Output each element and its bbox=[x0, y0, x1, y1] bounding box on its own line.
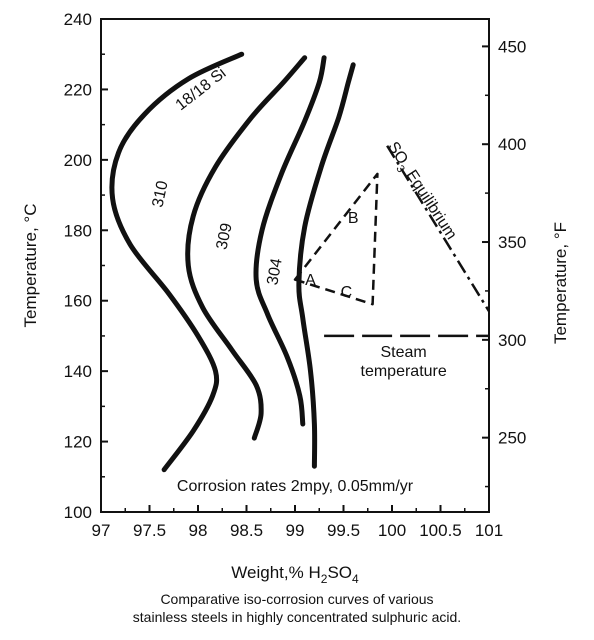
x-tick-label-97-5: 97.5 bbox=[133, 521, 166, 540]
y-tick-label-120: 120 bbox=[64, 433, 92, 452]
steam-label-line-2: temperature bbox=[361, 363, 447, 380]
steam-label-line-1: Steam bbox=[381, 344, 427, 361]
x-tick-label-101: 101 bbox=[475, 521, 503, 540]
x-tick-label-97: 97 bbox=[92, 521, 111, 540]
axes-group: 100 120 140 160 180 200 220 240 97 97.5 98 98.5 99 99… bbox=[64, 10, 527, 540]
y-tick-label-100: 100 bbox=[64, 503, 92, 522]
vertex-label-c: C bbox=[341, 284, 353, 301]
so3-equilibrium-label: SO3 Equilibrium bbox=[381, 139, 460, 245]
x-tick-label-100-5: 100.5 bbox=[419, 521, 462, 540]
triangle-abc bbox=[293, 172, 379, 306]
y-tick-label-220: 220 bbox=[64, 80, 92, 99]
x-tick-label-98-5: 98.5 bbox=[230, 521, 263, 540]
vertex-label-b: B bbox=[348, 210, 359, 227]
curve-309 bbox=[253, 55, 327, 427]
corrosion-rate-note: Corrosion rates 2mpy, 0.05mm/yr bbox=[177, 478, 414, 495]
x-tick-label-99: 99 bbox=[286, 521, 305, 540]
y2-tick-label-400: 400 bbox=[498, 135, 526, 154]
overlays-group bbox=[293, 145, 491, 338]
caption-line-1: Comparative iso-corrosion curves of vari… bbox=[160, 591, 434, 607]
so3-equilibrium-line bbox=[386, 145, 491, 312]
x-tick-label-98: 98 bbox=[189, 521, 208, 540]
curve-label-309: 309 bbox=[214, 221, 236, 251]
y-tick-label-160: 160 bbox=[64, 292, 92, 311]
y-tick-label-180: 180 bbox=[64, 221, 92, 240]
y-axis-title-left: Temperature, °C bbox=[21, 204, 40, 328]
y-tick-label-200: 200 bbox=[64, 151, 92, 170]
y2-tick-label-350: 350 bbox=[498, 233, 526, 252]
vertex-label-a: A bbox=[305, 272, 316, 289]
chart-svg: 100 120 140 160 180 200 220 240 97 97.5 98 98.5 99 99… bbox=[21, 10, 570, 586]
curve-18-18-si bbox=[109, 51, 245, 473]
y-tick-label-140: 140 bbox=[64, 362, 92, 381]
y-tick-label-240: 240 bbox=[64, 10, 92, 29]
y2-tick-label-300: 300 bbox=[498, 331, 526, 350]
curves-group bbox=[109, 51, 356, 473]
x-axis-title: Weight,% H2SO4 bbox=[231, 563, 359, 586]
figure-caption: Comparative iso-corrosion curves of vari… bbox=[0, 590, 594, 626]
curve-304 bbox=[296, 62, 356, 469]
y2-tick-label-450: 450 bbox=[498, 37, 526, 56]
caption-line-2: stainless steels in highly concentrated … bbox=[132, 609, 462, 625]
y-axis-title-right: Temperature, °F bbox=[551, 222, 570, 344]
curve-310 bbox=[185, 55, 308, 441]
curve-label-304: 304 bbox=[264, 257, 285, 286]
y2-tick-label-250: 250 bbox=[498, 429, 526, 448]
x-tick-label-99-5: 99.5 bbox=[327, 521, 360, 540]
curve-label-310: 310 bbox=[150, 179, 172, 209]
plot-frame bbox=[100, 18, 490, 513]
x-tick-label-100: 100 bbox=[378, 521, 406, 540]
